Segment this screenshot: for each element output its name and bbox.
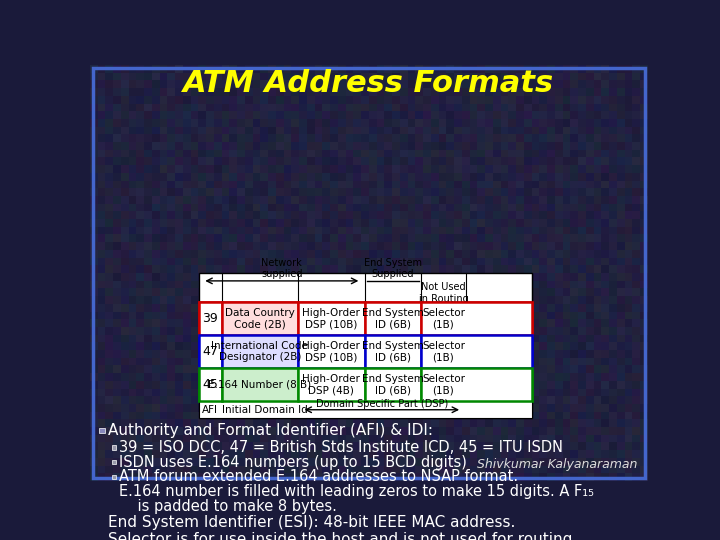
Text: High-Order
DSP (10B): High-Order DSP (10B) bbox=[302, 341, 360, 362]
Bar bbox=[199, 302, 532, 335]
Text: Not Used
in Routing: Not Used in Routing bbox=[418, 282, 468, 304]
Text: 47: 47 bbox=[202, 345, 218, 358]
Text: Network
supplied: Network supplied bbox=[261, 258, 302, 279]
Text: Initial Domain Id: Initial Domain Id bbox=[222, 405, 307, 415]
Text: E.164 number is filled with leading zeros to make 15 digits. A F₁₅: E.164 number is filled with leading zero… bbox=[119, 484, 594, 499]
Bar bbox=[222, 368, 297, 401]
Text: is padded to make 8 bytes.: is padded to make 8 bytes. bbox=[119, 498, 337, 514]
Text: 39: 39 bbox=[202, 312, 218, 325]
Text: Domain Specific Part (DSP): Domain Specific Part (DSP) bbox=[315, 399, 448, 409]
Text: International Code
Designator (2B): International Code Designator (2B) bbox=[211, 341, 308, 362]
Bar bbox=[199, 335, 532, 368]
Text: ATM Address Formats: ATM Address Formats bbox=[184, 69, 554, 98]
Text: End System
ID (6B): End System ID (6B) bbox=[362, 374, 424, 395]
Bar bbox=[199, 368, 222, 401]
Bar bbox=[99, 428, 104, 433]
Text: AFI: AFI bbox=[202, 405, 217, 415]
Text: High-Order
DSP (4B): High-Order DSP (4B) bbox=[302, 374, 360, 395]
Bar bbox=[297, 302, 365, 335]
Bar bbox=[421, 302, 532, 335]
Text: Shivkumar Kalyanaraman: Shivkumar Kalyanaraman bbox=[477, 458, 637, 471]
Bar bbox=[365, 302, 421, 335]
Text: End System
Supplied: End System Supplied bbox=[364, 258, 422, 279]
Text: ISDN uses E.164 numbers (up to 15 BCD digits): ISDN uses E.164 numbers (up to 15 BCD di… bbox=[119, 455, 467, 470]
Bar bbox=[99, 537, 104, 540]
Text: End System
ID (6B): End System ID (6B) bbox=[362, 308, 424, 329]
Text: 45: 45 bbox=[202, 378, 218, 392]
Text: Selector
(1B): Selector (1B) bbox=[422, 308, 465, 329]
Bar bbox=[199, 302, 222, 335]
Text: Selector is for use inside the host and is not used for routing.: Selector is for use inside the host and … bbox=[108, 532, 577, 540]
Bar bbox=[99, 520, 104, 525]
Bar bbox=[365, 335, 421, 368]
Text: End System
ID (6B): End System ID (6B) bbox=[362, 341, 424, 362]
Text: Selector
(1B): Selector (1B) bbox=[422, 374, 465, 395]
Text: Data Country
Code (2B): Data Country Code (2B) bbox=[225, 308, 294, 329]
Bar bbox=[297, 368, 365, 401]
Bar bbox=[297, 335, 365, 368]
Bar bbox=[365, 368, 421, 401]
Bar bbox=[112, 475, 116, 479]
Text: ATM forum extended E.164 addresses to NSAP format.: ATM forum extended E.164 addresses to NS… bbox=[119, 469, 518, 484]
Bar bbox=[112, 489, 116, 494]
Bar bbox=[222, 302, 297, 335]
Bar bbox=[112, 460, 116, 464]
Bar bbox=[222, 335, 297, 368]
Bar bbox=[421, 368, 532, 401]
Bar bbox=[112, 446, 116, 450]
Bar bbox=[199, 335, 222, 368]
Text: E.164 Number (8 B): E.164 Number (8 B) bbox=[208, 380, 311, 390]
Bar bbox=[421, 335, 532, 368]
Bar bbox=[199, 273, 532, 418]
Text: End System Identifier (ESI): 48-bit IEEE MAC address.: End System Identifier (ESI): 48-bit IEEE… bbox=[108, 516, 516, 530]
Bar bbox=[199, 368, 532, 401]
Bar bbox=[199, 401, 532, 418]
Text: Selector
(1B): Selector (1B) bbox=[422, 341, 465, 362]
Text: High-Order
DSP (10B): High-Order DSP (10B) bbox=[302, 308, 360, 329]
Text: 39 = ISO DCC, 47 = British Stds Institute ICD, 45 = ITU ISDN: 39 = ISO DCC, 47 = British Stds Institut… bbox=[119, 440, 563, 455]
Text: Authority and Format Identifier (AFI) & IDI:: Authority and Format Identifier (AFI) & … bbox=[108, 423, 433, 438]
